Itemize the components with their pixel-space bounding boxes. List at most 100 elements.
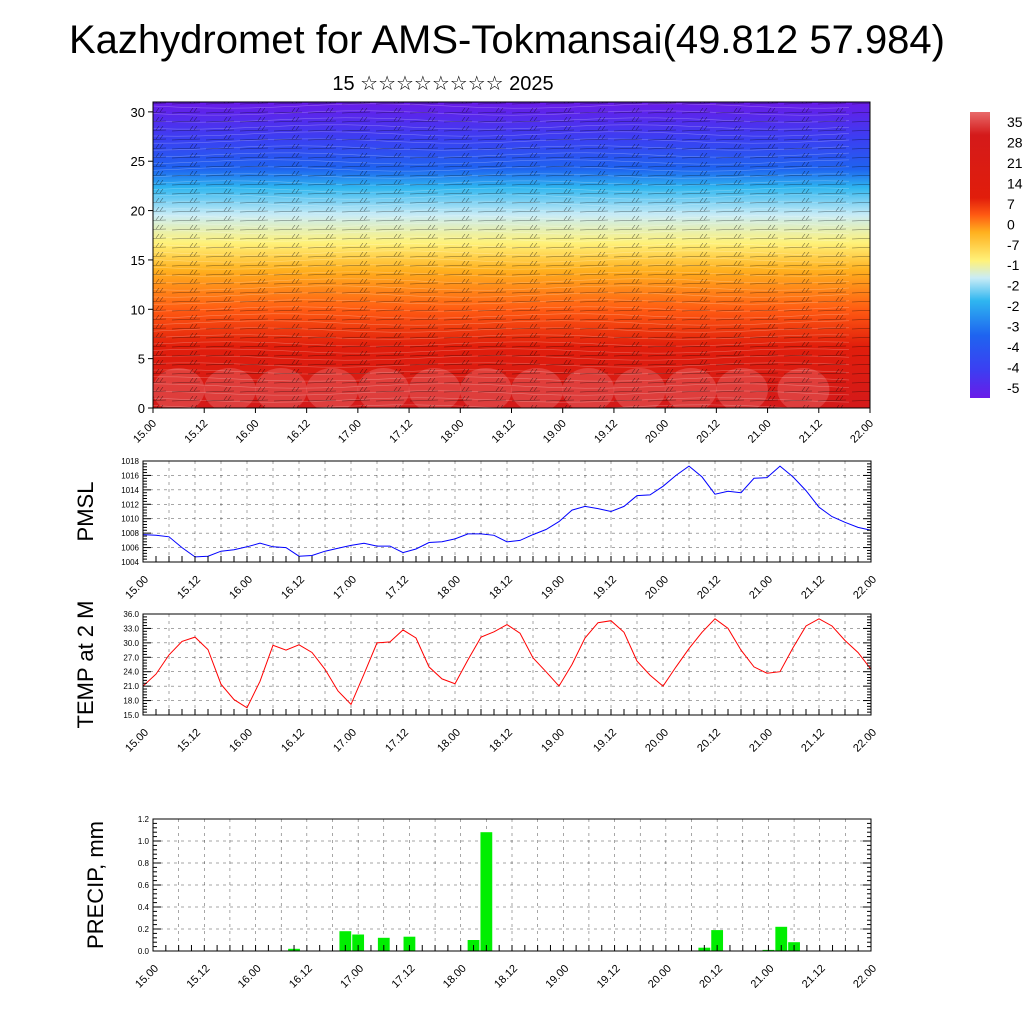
precip-bar [711, 930, 724, 951]
y-tick-label: 0.8 [138, 859, 150, 868]
y-tick-label: 0.2 [138, 925, 150, 934]
colorbar-label: 21 [1007, 155, 1023, 171]
x-tick-label: 16.00 [234, 418, 262, 446]
x-tick-label: 18.12 [492, 963, 520, 991]
x-tick-label: 19.00 [539, 727, 567, 755]
y-tick-label: 1.2 [138, 815, 150, 824]
temperature-panel: 15.0 18.0 21.0 24.0 27.0 30.0 33.0 36.0 15.00 15.… [73, 601, 879, 755]
x-tick-label: 18.12 [487, 727, 515, 755]
x-tick-label: 15.00 [123, 574, 151, 602]
x-tick-label: 17.00 [338, 963, 366, 991]
x-tick-label: 16.12 [279, 727, 307, 755]
y-tick-label: 24.0 [123, 668, 139, 677]
y-tick-label: 25 [131, 154, 145, 169]
series-line [142, 465, 872, 558]
y-tick-label: 1.0 [138, 837, 150, 846]
y-tick-label: 30.0 [123, 639, 139, 648]
pmsl-panel: 1004 1006 1008 1010 1012 1014 1016 1018 15.00 15.… [73, 457, 879, 602]
x-tick-label: 17.12 [383, 574, 411, 602]
x-tick-label: 20.12 [697, 963, 725, 991]
series-line [142, 618, 872, 709]
colorbar: 35 28 21 14 7 0 -7 -1 -2 -2 -3 -4 -4 -5 [970, 112, 1023, 398]
x-tick-label: 15.00 [131, 418, 159, 446]
precip-bar [339, 931, 352, 951]
x-tick-label: 18.12 [487, 574, 515, 602]
x-tick-label: 21.00 [747, 727, 775, 755]
x-tick-label: 20.12 [695, 574, 723, 602]
y-tick-label: 1010 [121, 515, 139, 524]
y-tick-label: 21.0 [123, 682, 139, 691]
colorbar-label: 35 [1007, 114, 1023, 130]
x-tick-label: 15.12 [175, 727, 203, 755]
x-tick-label: 19.00 [543, 963, 571, 991]
x-tick-label: 20.12 [695, 418, 723, 446]
x-tick-label: 18.00 [435, 727, 463, 755]
y-tick-label: 0.4 [138, 903, 150, 912]
x-tick-label: 18.00 [438, 418, 466, 446]
chart-title: Kazhydromet for AMS-Tokmansai(49.812 57.… [69, 18, 945, 62]
y-tick-label: 10 [131, 302, 145, 317]
x-tick-label: 15.00 [133, 963, 161, 991]
x-tick-label: 22.00 [851, 574, 879, 602]
colorbar-label: 0 [1007, 216, 1015, 232]
precipitation-panel: 0.0 0.2 0.4 0.6 0.8 1.0 1.2 15.00 15.12 16.00 16.1… [83, 815, 879, 991]
y-tick-label: 18.0 [123, 697, 139, 706]
x-tick-label: 19.00 [541, 418, 569, 446]
x-tick-label: 15.12 [175, 574, 203, 602]
y-tick-label: 15 [131, 253, 145, 268]
x-tick-label: 20.00 [643, 418, 671, 446]
x-tick-label: 16.12 [285, 418, 313, 446]
colorbar-label: -4 [1007, 339, 1020, 355]
x-tick-label: 18.12 [490, 418, 518, 446]
y-tick-label: 1012 [121, 500, 139, 509]
precip-bar [403, 936, 416, 951]
x-tick-label: 15.00 [123, 727, 151, 755]
x-tick-label: 17.00 [331, 727, 359, 755]
y-axis-title: PMSL [73, 482, 98, 542]
precip-bar [775, 926, 788, 951]
x-tick-label: 16.12 [287, 963, 315, 991]
y-tick-label: 15.0 [123, 711, 139, 720]
x-tick-label: 17.12 [387, 418, 415, 446]
x-tick-label: 19.12 [595, 963, 623, 991]
x-tick-label: 19.00 [539, 574, 567, 602]
x-tick-label: 15.12 [182, 418, 210, 446]
x-tick-label: 18.00 [435, 574, 463, 602]
y-tick-label: 1004 [121, 558, 139, 567]
x-tick-label: 20.00 [643, 727, 671, 755]
x-tick-label: 16.00 [236, 963, 264, 991]
precip-bar [377, 937, 390, 951]
x-tick-label: 21.12 [797, 418, 825, 446]
colorbar-label: -1 [1007, 257, 1020, 273]
colorbar-label: -2 [1007, 298, 1020, 314]
y-tick-label: 1016 [121, 471, 139, 480]
x-tick-label: 20.00 [646, 963, 674, 991]
x-tick-label: 21.00 [746, 418, 774, 446]
x-tick-label: 19.12 [592, 418, 620, 446]
y-tick-label: 0 [138, 401, 145, 416]
x-tick-label: 22.00 [851, 727, 879, 755]
field-overlays [153, 102, 870, 408]
x-tick-label: 19.12 [591, 574, 619, 602]
x-tick-label: 17.00 [336, 418, 364, 446]
y-tick-label: 5 [138, 352, 145, 367]
x-tick-label: 22.00 [851, 963, 879, 991]
y-axis-title: TEMP at 2 M [73, 601, 98, 729]
colorbar-label: 14 [1007, 176, 1023, 192]
x-tick-label: 18.00 [441, 963, 469, 991]
chart-subtitle: 15 ☆☆☆☆☆☆☆☆ 2025 [332, 73, 554, 95]
x-tick-label: 15.12 [184, 963, 212, 991]
x-tick-label: 16.12 [279, 574, 307, 602]
x-tick-label: 21.12 [799, 727, 827, 755]
y-tick-label: 0.0 [138, 947, 150, 956]
y-tick-label: 36.0 [123, 610, 139, 619]
y-tick-label: 1014 [121, 486, 139, 495]
y-tick-label: 1006 [121, 544, 139, 553]
precip-bar [480, 832, 493, 951]
colorbar-label: -2 [1007, 278, 1020, 294]
x-tick-label: 20.00 [643, 574, 671, 602]
cross-section-panel: 0 5 10 15 20 25 30 15.00 15.12 16.00 16.12 17.00 17.… [131, 101, 876, 446]
x-tick-label: 16.00 [227, 727, 255, 755]
y-tick-label: 1018 [121, 457, 139, 466]
x-tick-label: 20.12 [695, 727, 723, 755]
